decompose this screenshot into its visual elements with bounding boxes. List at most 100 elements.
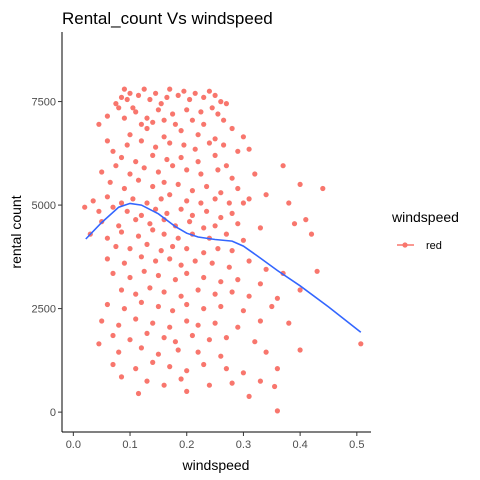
data-point	[130, 196, 135, 201]
x-tick-label: 0.4	[292, 439, 307, 451]
data-point	[162, 289, 167, 294]
data-point	[170, 111, 175, 116]
data-point	[116, 223, 121, 228]
data-point	[298, 182, 303, 187]
data-point	[127, 91, 132, 96]
data-point	[210, 105, 215, 110]
data-point	[110, 149, 115, 154]
data-point	[187, 97, 192, 102]
data-point	[241, 134, 246, 139]
data-point	[150, 321, 155, 326]
data-point	[264, 350, 269, 355]
data-point	[176, 236, 181, 241]
data-point	[235, 149, 240, 154]
data-point	[119, 287, 124, 292]
data-point	[167, 325, 172, 330]
data-point	[258, 281, 263, 286]
data-point	[179, 155, 184, 160]
data-point	[167, 140, 172, 145]
data-point	[167, 256, 172, 261]
data-point	[184, 368, 189, 373]
data-point	[133, 159, 138, 164]
data-point	[241, 370, 246, 375]
data-point	[193, 91, 198, 96]
data-point	[113, 163, 118, 168]
data-point	[184, 318, 189, 323]
data-point	[164, 211, 169, 216]
data-point	[213, 292, 218, 297]
y-tick-label: 0	[50, 407, 56, 419]
data-point	[207, 140, 212, 145]
data-point	[235, 277, 240, 282]
data-point	[127, 337, 132, 342]
data-point	[136, 391, 141, 396]
data-point	[142, 87, 147, 92]
data-point	[281, 163, 286, 168]
data-point	[247, 394, 252, 399]
data-point	[201, 275, 206, 280]
smooth-trend-line	[86, 203, 361, 332]
data-point	[110, 333, 115, 338]
data-point	[156, 304, 161, 309]
data-point	[198, 171, 203, 176]
data-point	[224, 335, 229, 340]
data-point	[196, 287, 201, 292]
data-point	[147, 97, 152, 102]
data-point	[119, 155, 124, 160]
data-point	[133, 316, 138, 321]
data-point	[170, 308, 175, 313]
data-point	[213, 153, 218, 158]
y-tick-label: 7500	[32, 97, 56, 109]
data-point	[184, 389, 189, 394]
data-point	[176, 347, 181, 352]
data-point	[247, 294, 252, 299]
data-point	[218, 304, 223, 309]
legend-key-point	[402, 242, 407, 247]
data-point	[218, 279, 223, 284]
data-point	[156, 352, 161, 357]
data-point	[122, 306, 127, 311]
data-point	[264, 267, 269, 272]
data-point	[201, 250, 206, 255]
data-point	[286, 321, 291, 326]
y-axis-title: rental count	[8, 195, 24, 268]
data-point	[119, 229, 124, 234]
data-point	[213, 196, 218, 201]
data-point	[221, 142, 226, 147]
y-tick-label: 5000	[32, 200, 56, 212]
legend-title: windspeed	[391, 209, 459, 225]
x-tick-label: 0.0	[66, 439, 81, 451]
data-point	[181, 89, 186, 94]
data-point	[110, 205, 115, 210]
data-point	[136, 93, 141, 98]
data-point	[179, 294, 184, 299]
data-point	[153, 145, 158, 150]
data-point	[136, 178, 141, 183]
data-point	[207, 337, 212, 342]
x-axis-ticks: 0.0 0.1 0.2 0.3 0.4 0.5	[66, 432, 365, 451]
data-point	[122, 116, 127, 121]
data-point	[139, 213, 144, 218]
data-point	[139, 122, 144, 127]
data-point	[224, 366, 229, 371]
data-point	[298, 287, 303, 292]
data-point	[184, 246, 189, 251]
data-point	[133, 217, 138, 222]
data-point	[127, 275, 132, 280]
data-point	[150, 153, 155, 158]
data-point	[213, 136, 218, 141]
data-point	[96, 122, 101, 127]
y-axis-ticks: 0 2500 5000 7500	[32, 97, 62, 420]
data-point	[201, 122, 206, 127]
data-point	[162, 134, 167, 139]
data-point	[110, 271, 115, 276]
data-point	[176, 182, 181, 187]
data-point	[139, 138, 144, 143]
data-point	[133, 109, 138, 114]
data-point	[196, 132, 201, 137]
data-point	[230, 126, 235, 131]
data-point	[204, 209, 209, 214]
data-point	[218, 99, 223, 104]
data-point	[241, 308, 246, 313]
